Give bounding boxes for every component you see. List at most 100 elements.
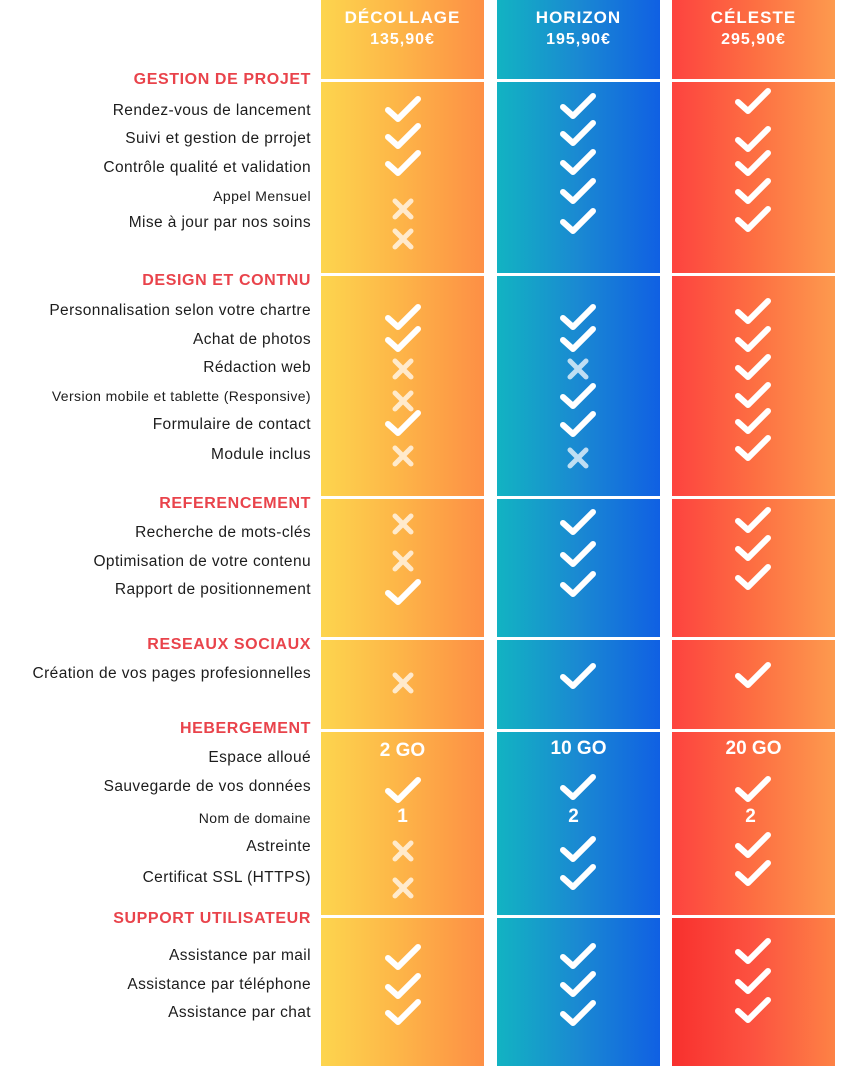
cross-icon	[390, 356, 416, 382]
divider	[497, 729, 660, 732]
divider	[497, 915, 660, 918]
check-icon	[733, 125, 773, 155]
check-icon	[733, 563, 773, 593]
domain-count: 1	[397, 806, 408, 827]
divider	[497, 79, 660, 82]
divider	[672, 496, 835, 499]
domain-count: 2	[568, 806, 579, 827]
check-icon	[558, 570, 598, 600]
column-bottom-band	[672, 915, 835, 1066]
check-icon	[383, 776, 423, 806]
plan-column-celeste: CÉLESTE 295,90€	[672, 0, 835, 1066]
check-icon	[558, 119, 598, 149]
check-icon	[383, 95, 423, 125]
feature-label: Sauvegarde de vos données	[103, 778, 311, 795]
check-icon	[558, 303, 598, 333]
divider	[672, 915, 835, 918]
check-icon	[558, 148, 598, 178]
plan-name: HORIZON	[535, 8, 622, 27]
feature-label: Mise à jour par nos soins	[128, 214, 311, 231]
domain-count: 2	[745, 806, 756, 827]
check-icon	[558, 207, 598, 237]
cross-icon	[390, 226, 416, 252]
feature-label: Espace alloué	[208, 749, 311, 766]
check-icon	[733, 205, 773, 235]
check-icon	[733, 434, 773, 464]
check-icon	[558, 942, 598, 972]
feature-label: Appel Mensuel	[213, 188, 311, 204]
check-icon	[733, 775, 773, 805]
plan-price: 135,90€	[370, 31, 435, 48]
feature-label: Module inclus	[211, 446, 311, 463]
check-icon	[383, 122, 423, 152]
storage-value: 10 GO	[550, 738, 607, 759]
cross-icon	[390, 670, 416, 696]
check-icon	[558, 508, 598, 538]
section-title-hebergement: HEBERGEMENT	[179, 720, 311, 737]
cross-icon	[390, 443, 416, 469]
cross-icon	[390, 838, 416, 864]
check-icon	[733, 996, 773, 1026]
check-icon	[383, 972, 423, 1002]
check-icon	[733, 534, 773, 564]
feature-label: Achat de photos	[192, 331, 311, 348]
check-icon	[383, 578, 423, 608]
cross-icon	[390, 388, 416, 414]
feature-label: Assistance par téléphone	[127, 976, 311, 993]
feature-label: Nom de domaine	[198, 810, 311, 826]
cross-icon	[565, 445, 591, 471]
check-icon	[383, 943, 423, 973]
check-icon	[383, 149, 423, 179]
check-icon	[733, 87, 773, 117]
cross-icon	[390, 196, 416, 222]
feature-label: Suivi et gestion de prrojet	[125, 130, 311, 147]
divider	[672, 637, 835, 640]
check-icon	[733, 937, 773, 967]
check-icon	[383, 303, 423, 333]
divider	[321, 637, 484, 640]
feature-label: Contrôle qualité et validation	[103, 159, 311, 176]
section-title-reseaux: RESEAUX SOCIAUX	[147, 636, 311, 653]
feature-label: Optimisation de votre contenu	[93, 553, 311, 570]
cross-icon	[565, 356, 591, 382]
check-icon	[558, 662, 598, 692]
check-icon	[733, 177, 773, 207]
check-icon	[733, 407, 773, 437]
feature-label: Rendez-vous de lancement	[112, 102, 311, 119]
cross-icon	[390, 875, 416, 901]
feature-label: Personnalisation selon votre chartre	[49, 302, 311, 319]
check-icon	[558, 999, 598, 1029]
feature-label: Création de vos pages profesionnelles	[32, 665, 311, 682]
cross-icon	[390, 511, 416, 537]
cross-icon	[390, 548, 416, 574]
divider	[321, 273, 484, 276]
check-icon	[733, 859, 773, 889]
section-title-design: DESIGN ET CONTNU	[142, 272, 311, 289]
section-title-referencement: REFERENCEMENT	[159, 495, 311, 512]
check-icon	[733, 297, 773, 327]
divider	[321, 496, 484, 499]
plan-column-horizon: HORIZON 195,90€	[497, 0, 660, 1066]
check-icon	[733, 506, 773, 536]
divider	[672, 79, 835, 82]
section-title-support: SUPPORT UTILISATEUR	[113, 910, 311, 927]
check-icon	[733, 325, 773, 355]
check-icon	[733, 381, 773, 411]
check-icon	[383, 409, 423, 439]
section-title-gestion: GESTION DE PROJET	[133, 71, 311, 88]
check-icon	[383, 325, 423, 355]
check-icon	[558, 773, 598, 803]
check-icon	[558, 382, 598, 412]
check-icon	[733, 353, 773, 383]
feature-label: Astreinte	[246, 838, 311, 855]
feature-label: Assistance par mail	[169, 947, 311, 964]
storage-value: 20 GO	[725, 738, 782, 759]
plan-name: CÉLESTE	[710, 8, 797, 27]
feature-label: Rédaction web	[203, 359, 311, 376]
check-icon	[733, 149, 773, 179]
check-icon	[558, 835, 598, 865]
divider	[672, 729, 835, 732]
feature-label: Assistance par chat	[168, 1004, 311, 1021]
check-icon	[733, 831, 773, 861]
check-icon	[733, 967, 773, 997]
